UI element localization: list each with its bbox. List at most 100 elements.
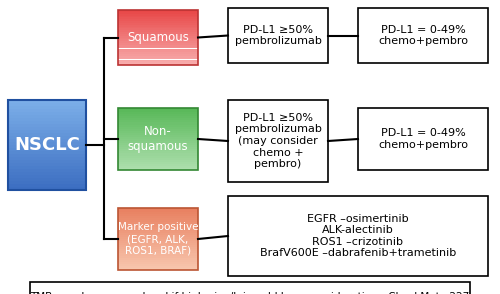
Bar [118,129,198,131]
Bar [118,241,198,243]
Bar [118,43,198,45]
Bar [118,218,198,220]
Bar [118,227,198,229]
Bar [118,39,198,41]
Bar [8,184,86,187]
Bar [118,216,198,218]
Bar [118,59,198,61]
Bar [8,163,86,166]
Bar [118,10,198,65]
Text: Squamous: Squamous [127,31,189,44]
Bar [118,50,198,52]
Bar [118,58,198,59]
Bar [118,249,198,251]
Bar [118,23,198,25]
Bar [8,100,86,103]
Bar [8,133,86,136]
Bar [118,229,198,231]
Bar [8,121,86,124]
Bar [8,166,86,169]
Bar [228,8,328,63]
Bar [118,208,198,270]
Bar [118,118,198,121]
Bar [118,47,198,49]
Bar [228,196,488,276]
Bar [118,32,198,34]
Bar [118,123,198,125]
Bar [118,45,198,47]
Bar [8,109,86,112]
Bar [118,258,198,260]
Bar [118,30,198,32]
Bar [118,158,198,160]
Bar [118,19,198,21]
Bar [8,112,86,115]
Bar [118,38,198,39]
Bar [118,125,198,127]
Bar [358,8,488,63]
Bar [118,251,198,253]
Bar [118,21,198,23]
Bar [118,63,198,65]
Bar [118,139,198,141]
Bar [118,231,198,233]
Bar [118,162,198,164]
Bar [8,127,86,130]
Bar [8,151,86,154]
Bar [8,172,86,175]
Bar [118,112,198,114]
Bar [118,164,198,166]
Bar [118,151,198,153]
Bar [118,26,198,28]
Bar [118,253,198,255]
Bar [8,130,86,133]
Bar [228,100,328,182]
Bar [118,260,198,262]
Bar [118,149,198,151]
Bar [118,12,198,14]
Bar [8,103,86,106]
Bar [118,212,198,214]
Text: Non-
squamous: Non- squamous [128,125,188,153]
Bar [118,54,198,56]
Bar [118,235,198,237]
Bar [8,187,86,190]
Bar [8,160,86,163]
Bar [118,143,198,145]
Text: TMB may be assessed and if high nivo/Ipi could be a consideration—CheckMate 227: TMB may be assessed and if high nivo/Ipi… [30,292,469,294]
Bar [118,225,198,227]
Bar [8,148,86,151]
Bar [8,118,86,121]
Bar [118,160,198,162]
Bar [118,110,198,112]
Bar [118,247,198,249]
Bar [118,137,198,139]
Bar [118,36,198,38]
Text: PD-L1 ≥50%
pembrolizumab
(may consider
chemo +
pembro): PD-L1 ≥50% pembrolizumab (may consider c… [234,113,322,169]
Bar [8,145,86,148]
Bar [118,220,198,223]
Bar [118,135,198,137]
Bar [8,136,86,139]
Bar [118,268,198,270]
Bar [118,243,198,245]
Text: PD-L1 = 0-49%
chemo+pembro: PD-L1 = 0-49% chemo+pembro [378,128,468,150]
Bar [118,52,198,54]
Bar [118,237,198,239]
Bar [118,25,198,26]
Bar [118,166,198,168]
Bar [118,239,198,241]
Bar [118,121,198,123]
Bar [118,17,198,19]
Bar [118,108,198,170]
Bar [8,169,86,172]
Bar [8,106,86,109]
Bar [118,41,198,43]
Bar [118,264,198,266]
Bar [118,255,198,258]
Text: PD-L1 = 0-49%
chemo+pembro: PD-L1 = 0-49% chemo+pembro [378,25,468,46]
Bar [118,16,198,17]
Text: NSCLC: NSCLC [14,136,80,154]
Bar [8,157,86,160]
Bar [118,223,198,225]
